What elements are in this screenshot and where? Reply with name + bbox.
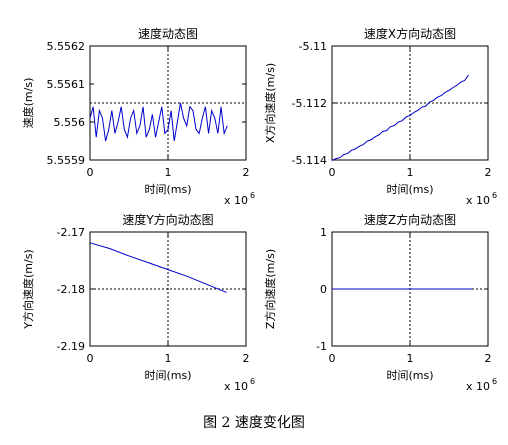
chart-title: 速度动态图 xyxy=(138,26,198,41)
y-tick-label: 5.5562 xyxy=(47,40,86,53)
x-exponent-power: 6 xyxy=(250,191,255,200)
y-tick-label: -1 xyxy=(316,340,327,353)
y-tick-label: 1 xyxy=(320,226,327,239)
series-line xyxy=(89,242,227,293)
y-tick-label: -2.18 xyxy=(57,283,85,296)
y-tick-label: 0 xyxy=(320,283,327,296)
x-exponent-label: x 10 xyxy=(466,194,490,207)
x-exponent-label: x 10 xyxy=(466,380,490,393)
x-tick-label: 0 xyxy=(87,166,94,179)
x-tick-label: 1 xyxy=(407,166,414,179)
series-line xyxy=(89,102,228,142)
y-tick-label: -2.19 xyxy=(57,340,85,353)
x-tick-label: 1 xyxy=(165,352,172,365)
x-tick-label: 2 xyxy=(243,166,250,179)
x-exponent-label: x 10 xyxy=(224,380,248,393)
x-tick-label: 1 xyxy=(407,352,414,365)
x-tick-label: 0 xyxy=(87,352,94,365)
x-tick-label: 2 xyxy=(243,352,250,365)
y-tick-label: 5.556 xyxy=(54,116,86,129)
chart-title: 速度Y方向动态图 xyxy=(122,212,213,227)
x-exponent-power: 6 xyxy=(250,377,255,386)
y-tick-label: 5.5561 xyxy=(47,78,86,91)
y-axis-label: Z方向速度(m/s) xyxy=(263,249,277,329)
y-axis-label: X方向速度(m/s) xyxy=(263,63,277,143)
x-tick-label: 0 xyxy=(329,352,336,365)
figure-caption: 图 2 速度变化图 xyxy=(203,415,305,431)
x-tick-label: 0 xyxy=(329,166,336,179)
x-tick-label: 2 xyxy=(485,166,492,179)
y-axis-label: Y方向速度(m/s) xyxy=(21,249,35,329)
y-tick-label: 5.5559 xyxy=(47,154,86,167)
y-tick-label: -2.17 xyxy=(57,226,85,239)
y-tick-label: -5.11 xyxy=(299,40,327,53)
y-tick-label: -5.114 xyxy=(292,154,327,167)
x-axis-label: 时间(ms) xyxy=(144,369,191,382)
x-axis-label: 时间(ms) xyxy=(386,369,433,382)
x-exponent-power: 6 xyxy=(492,377,497,386)
x-exponent-label: x 10 xyxy=(224,194,248,207)
x-axis-label: 时间(ms) xyxy=(386,183,433,196)
chart-title: 速度X方向动态图 xyxy=(364,26,456,41)
x-tick-label: 1 xyxy=(165,166,172,179)
x-tick-label: 2 xyxy=(485,352,492,365)
x-exponent-power: 6 xyxy=(492,191,497,200)
y-tick-label: -5.112 xyxy=(292,97,327,110)
y-axis-label: 速度(m/s) xyxy=(21,78,35,129)
chart-title: 速度Z方向动态图 xyxy=(364,212,456,227)
series-line xyxy=(331,74,469,162)
x-axis-label: 时间(ms) xyxy=(144,183,191,196)
